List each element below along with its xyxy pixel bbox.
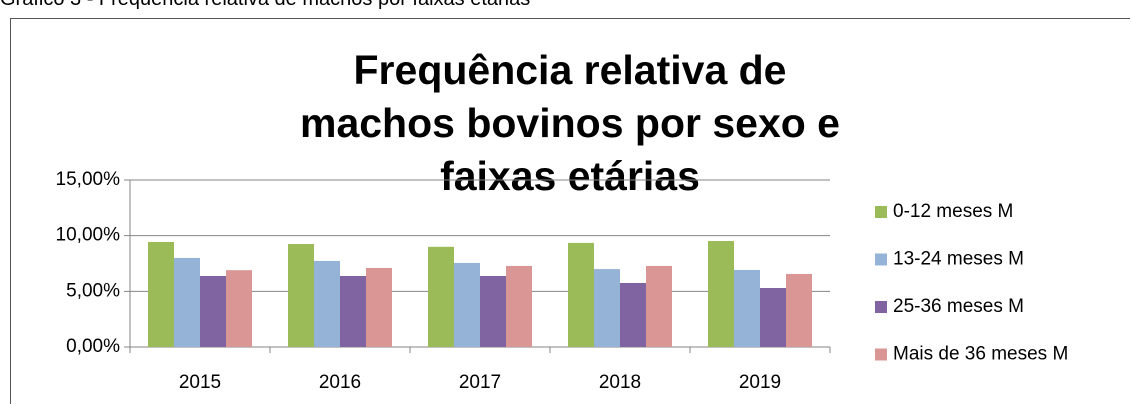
- y-tick-label: 5,00%: [66, 280, 120, 301]
- y-tick-label: 10,00%: [56, 225, 121, 246]
- bar: [708, 241, 734, 347]
- bar: [428, 246, 454, 347]
- bar: [174, 257, 200, 347]
- x-tick-label: 2018: [599, 372, 641, 393]
- bar: [760, 287, 786, 347]
- legend-label: Mais de 36 meses M: [893, 344, 1068, 365]
- legend-swatch: [875, 253, 887, 266]
- bar: [646, 265, 672, 347]
- y-tick-label: 15,00%: [56, 169, 121, 190]
- legend-swatch: [875, 301, 887, 313]
- bar: [480, 275, 506, 347]
- bar: [786, 273, 812, 347]
- bar: [288, 244, 314, 347]
- chart-title: Frequência relativa de machos bovinos po…: [300, 47, 840, 199]
- legend-swatch: [875, 348, 887, 361]
- x-tick-label: 2017: [459, 372, 501, 393]
- bar: [454, 262, 480, 347]
- caption: Gráfico 3 - Frequência relativa de macho…: [0, 0, 530, 11]
- bar: [340, 275, 366, 347]
- y-tick-label: 0,00%: [66, 336, 120, 357]
- bar: [734, 269, 760, 347]
- bar: [620, 282, 646, 347]
- bar: [148, 242, 174, 347]
- bar: [568, 242, 594, 347]
- legend-label: 13-24 meses M: [893, 249, 1024, 270]
- x-tick-label: 2015: [179, 372, 221, 393]
- bar: [506, 265, 532, 347]
- x-tick-label: 2016: [319, 372, 361, 393]
- bar: [594, 269, 620, 347]
- x-tick-label: 2019: [739, 372, 781, 393]
- bar: [366, 267, 392, 347]
- bar: [226, 270, 252, 347]
- legend-label: 0-12 meses M: [893, 201, 1013, 222]
- legend-label: 25-36 meses M: [893, 296, 1024, 317]
- bar: [314, 260, 340, 347]
- bar: [200, 275, 226, 347]
- legend-swatch: [875, 206, 887, 218]
- chart-frame: [10, 18, 1130, 404]
